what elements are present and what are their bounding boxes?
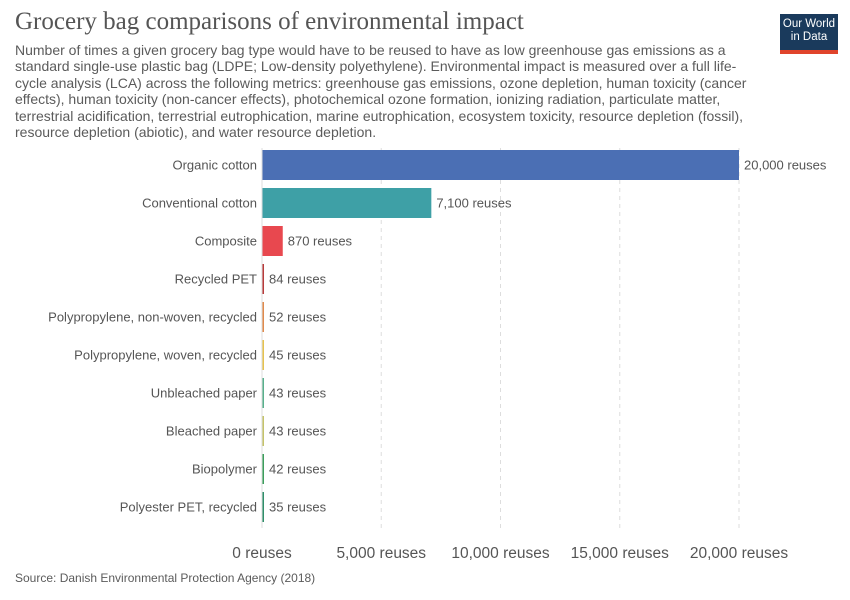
bar xyxy=(262,264,265,294)
bar xyxy=(262,226,283,256)
data-label: 870 reuses xyxy=(288,234,353,249)
x-tick-label: 0 reuses xyxy=(232,545,292,562)
data-label: 7,100 reuses xyxy=(436,196,512,211)
bar-chart: Organic cotton 20,000 reuses Conventional … xyxy=(48,148,827,562)
category-label: Organic cotton xyxy=(172,158,257,173)
data-label: 20,000 reuses xyxy=(744,158,827,173)
x-tick-label: 20,000 reuses xyxy=(690,545,788,562)
source-note: Source: Danish Environmental Protection … xyxy=(15,571,316,585)
category-label: Recycled PET xyxy=(175,272,257,287)
bar xyxy=(262,188,432,218)
category-label: Polypropylene, non-woven, recycled xyxy=(48,310,257,325)
owid-logo[interactable]: Our World in Data xyxy=(780,14,838,54)
data-label: 43 reuses xyxy=(269,424,327,439)
data-label: 45 reuses xyxy=(269,348,327,363)
bar xyxy=(262,454,264,484)
logo-accent-bar xyxy=(780,50,838,54)
chart-title: Grocery bag comparisons of environmental… xyxy=(15,8,524,35)
data-label: 42 reuses xyxy=(269,462,327,477)
bar xyxy=(262,378,264,408)
data-label: 84 reuses xyxy=(269,272,327,287)
x-tick-label: 10,000 reuses xyxy=(451,545,549,562)
bar xyxy=(262,492,264,522)
category-label: Polyester PET, recycled xyxy=(120,500,257,515)
data-label: 35 reuses xyxy=(269,500,327,515)
category-label: Biopolymer xyxy=(192,462,258,477)
category-label: Unbleached paper xyxy=(151,386,258,401)
bar xyxy=(262,340,264,370)
category-label: Bleached paper xyxy=(166,424,258,439)
data-label: 43 reuses xyxy=(269,386,327,401)
bar xyxy=(262,416,264,446)
chart-subtitle: Number of times a given grocery bag type… xyxy=(15,42,747,141)
bar xyxy=(262,302,264,332)
data-label: 52 reuses xyxy=(269,310,327,325)
category-label: Polypropylene, woven, recycled xyxy=(74,348,257,363)
category-label: Composite xyxy=(195,234,257,249)
category-label: Conventional cotton xyxy=(142,196,257,211)
x-tick-label: 5,000 reuses xyxy=(336,545,426,562)
logo-line-1: Our World xyxy=(782,18,836,30)
x-tick-label: 15,000 reuses xyxy=(571,545,669,562)
logo-line-2: in Data xyxy=(790,30,828,43)
bar xyxy=(262,150,739,180)
